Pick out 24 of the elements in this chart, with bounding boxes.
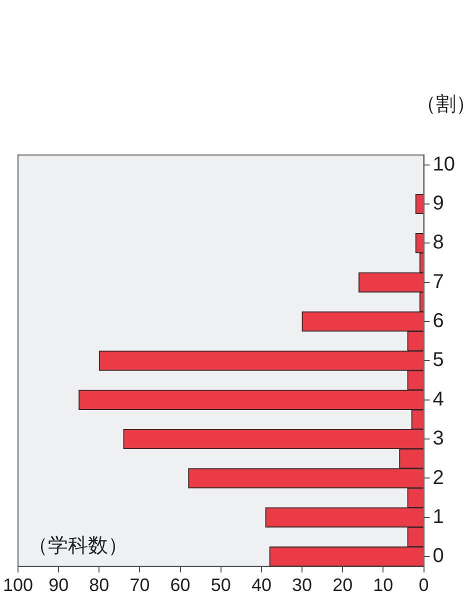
y-axis-title: （割）: [416, 94, 464, 116]
y-tick-label: 9: [432, 192, 444, 214]
x-tick-label: 100: [2, 575, 34, 596]
y-tick-label: 1: [432, 506, 444, 528]
x-tick-label: 70: [130, 575, 150, 596]
y-tick-label: 0: [432, 545, 444, 568]
x-tick-label: 50: [210, 575, 231, 596]
x-tick-label: 60: [170, 575, 190, 596]
x-tick-label: 20: [332, 575, 353, 596]
y-tick-label: 8: [432, 232, 444, 254]
y-tick-label: 5: [432, 349, 444, 372]
y-tick-label: 10: [432, 153, 456, 176]
x-axis-title: （学科数）: [28, 534, 128, 557]
y-tick-label: 6: [432, 310, 444, 332]
x-tick-label: 30: [292, 575, 312, 596]
x-tick-label: 0: [418, 575, 429, 596]
y-tick-label: 2: [432, 466, 444, 489]
x-tick-label: 40: [251, 575, 272, 596]
y-tick-label: 3: [432, 428, 444, 450]
x-tick-label: 90: [48, 575, 69, 596]
x-tick-label: 80: [89, 575, 110, 596]
y-tick-label: 7: [432, 270, 444, 293]
y-tick-label: 4: [432, 388, 444, 410]
x-tick-label: 10: [373, 575, 394, 596]
